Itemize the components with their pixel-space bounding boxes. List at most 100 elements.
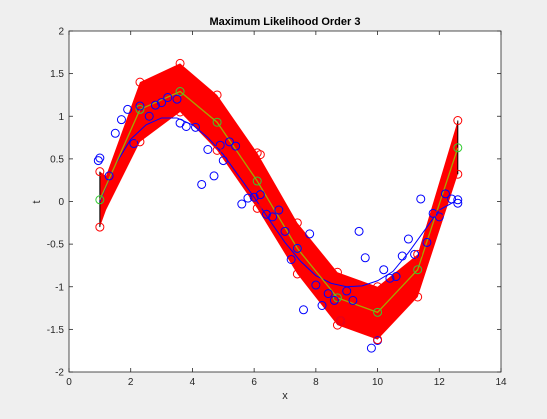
x-axis-label: x — [282, 390, 288, 402]
x-tick-label: 14 — [495, 377, 507, 388]
sample-point — [150, 100, 160, 110]
band-marker-point — [95, 167, 105, 177]
sample-point — [224, 137, 234, 147]
x-tick-label: 4 — [190, 377, 196, 388]
sample-point — [261, 209, 271, 219]
sample-point — [453, 198, 463, 208]
band-marker-point — [292, 218, 302, 228]
sample-point — [135, 101, 145, 111]
x-tick-label: 0 — [66, 377, 72, 388]
sample-point — [231, 141, 241, 151]
mean-curve-line — [99, 90, 459, 314]
y-tick-label: 2 — [58, 27, 64, 38]
sample-point — [323, 289, 333, 299]
sample-point — [397, 251, 407, 261]
sample-point — [181, 121, 191, 131]
y-tick-label: -0.5 — [47, 240, 65, 251]
sample-point — [93, 156, 103, 166]
mean-point — [332, 293, 342, 303]
chart-title: Maximum Likelihood Order 3 — [210, 16, 361, 28]
sample-point — [342, 286, 352, 296]
band-marker-point — [212, 90, 222, 100]
x-tick-label: 12 — [434, 377, 446, 388]
mean-point — [175, 87, 185, 97]
y-tick-label: 1 — [58, 112, 64, 123]
mean-point — [413, 265, 423, 275]
sample-point — [317, 301, 327, 311]
sample-point — [385, 273, 395, 283]
sample-point — [144, 111, 154, 121]
band-marker-point — [212, 145, 222, 155]
sample-point — [163, 92, 173, 102]
sample-point — [434, 212, 444, 222]
y-tick-label: 0.5 — [50, 154, 64, 165]
mean-point — [135, 104, 145, 114]
band-marker-point — [453, 116, 463, 126]
sample-point — [280, 226, 290, 236]
band-markers-layer — [95, 58, 463, 345]
band-marker-point — [373, 335, 383, 345]
y-tick-label: -2 — [55, 368, 64, 379]
sample-point — [268, 212, 278, 222]
mean-point — [373, 307, 383, 317]
sample-point — [274, 205, 284, 215]
band-marker-point — [336, 316, 346, 326]
sample-point — [123, 104, 133, 114]
band-marker-point — [95, 222, 105, 232]
sample-point — [410, 249, 420, 259]
y-axis-label: t — [31, 200, 43, 203]
sample-point — [95, 153, 105, 163]
true-curve-layer — [99, 117, 455, 288]
sample-point — [215, 140, 225, 150]
sample-point — [440, 189, 450, 199]
sample-point — [191, 122, 201, 132]
band-marker-point — [413, 249, 423, 259]
sample-point — [129, 139, 139, 149]
sample-point — [447, 194, 457, 204]
sample-point — [116, 115, 126, 125]
band-marker-point — [453, 169, 463, 179]
sample-point — [110, 128, 120, 138]
x-tick-label: 8 — [313, 377, 319, 388]
sample-point — [354, 226, 364, 236]
sample-point — [453, 195, 463, 205]
sample-point — [292, 243, 302, 253]
sample-point — [391, 272, 401, 282]
sample-point — [255, 190, 265, 200]
band-marker-point — [373, 282, 383, 292]
x-tick-label: 6 — [251, 377, 257, 388]
sample-point — [249, 192, 259, 202]
true-curve-line — [99, 117, 455, 288]
sample-point — [422, 237, 432, 247]
y-tick-label: -1.5 — [47, 325, 65, 336]
sample-point — [403, 234, 413, 244]
sample-point — [366, 343, 376, 353]
sample-point — [209, 171, 219, 181]
band-marker-point — [255, 150, 265, 160]
band-marker-point — [135, 137, 145, 147]
sample-point — [348, 295, 358, 305]
sample-point — [157, 98, 167, 108]
band-marker-point — [135, 77, 145, 87]
sample-point — [172, 94, 182, 104]
band-marker-point — [292, 269, 302, 279]
sample-point — [286, 254, 296, 264]
band-marker-point — [175, 58, 185, 68]
sample-points-layer — [93, 92, 463, 353]
sample-point — [416, 194, 426, 204]
sample-point — [360, 253, 370, 263]
x-tick-label: 2 — [128, 377, 134, 388]
mean-point — [453, 143, 463, 153]
mean-point — [95, 195, 105, 205]
band-marker-point — [413, 292, 423, 302]
sample-point — [379, 265, 389, 275]
sample-point — [311, 280, 321, 290]
y-tick-label: 0 — [58, 197, 64, 208]
band-marker-point — [434, 209, 444, 219]
sample-point — [329, 295, 339, 305]
ticks-layer: 0 2 4 6 8 10 12 14 -2 -1.5 -1 -0.5 0 0.5 1 1.5 2 — [47, 27, 507, 389]
sample-point — [197, 179, 207, 189]
sample-point — [218, 156, 228, 166]
band-marker-point — [252, 203, 262, 213]
